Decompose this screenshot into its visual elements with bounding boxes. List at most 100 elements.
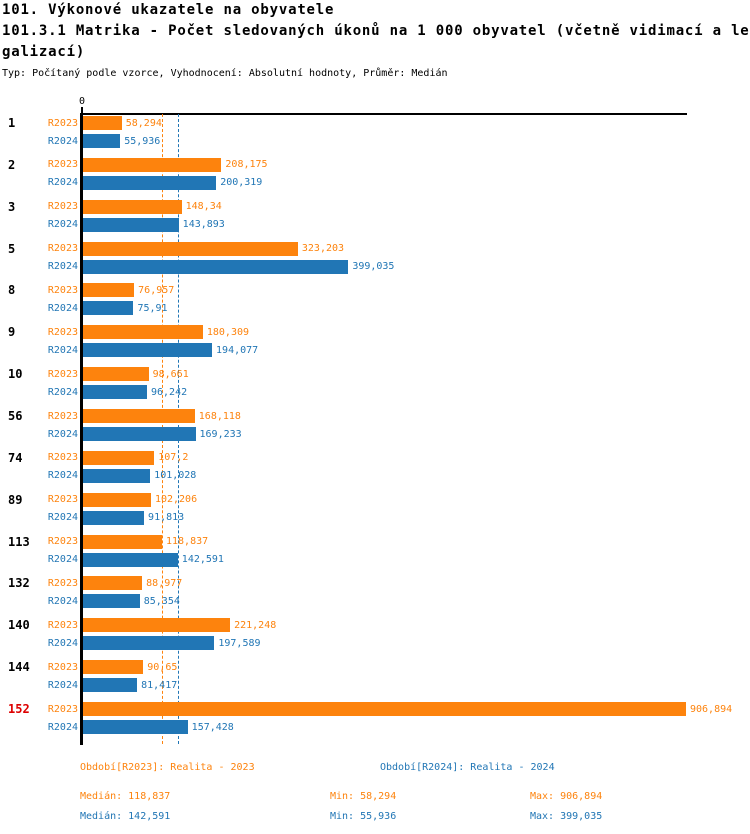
bar-row-r2024: R2024 194,077 <box>40 343 259 358</box>
category-label: 152 <box>8 702 30 717</box>
value-label-r2024: 197,589 <box>218 637 261 649</box>
series-label-r2024: R2024 <box>47 470 78 482</box>
value-label-r2024: 200,319 <box>220 177 263 189</box>
category-group: 8 R2023 76,957 R2024 75,91 <box>0 283 750 316</box>
category-label: 1 <box>8 116 16 130</box>
value-label-r2023: 148,34 <box>185 201 222 213</box>
bar-r2024 <box>83 134 121 148</box>
chart-title-line1: 101.3.1 Matrika - Počet sledovaných úkon… <box>2 23 750 39</box>
bar-row-r2024: R2024 101,028 <box>40 468 197 483</box>
category-group: 89 R2023 102,206 R2024 91,813 <box>0 492 750 525</box>
bar-r2024 <box>83 217 179 232</box>
series-label-r2023: R2023 <box>47 703 78 715</box>
bar-r2023 <box>83 576 143 591</box>
x-axis-line <box>81 113 687 115</box>
series-label-r2024: R2024 <box>47 135 78 147</box>
category-group: 56 R2023 168,118 R2024 169,233 <box>0 409 750 442</box>
category-label: 89 <box>8 492 23 507</box>
value-label-r2023: 323,203 <box>301 243 345 255</box>
bar-row-r2023: R2023 168,118 <box>40 409 241 424</box>
category-label: 132 <box>8 576 30 591</box>
value-label-r2024: 96,242 <box>150 386 188 398</box>
bar-row-r2023: R2023 323,203 <box>40 241 345 256</box>
stat-median-r2023: Medián: 118,837 <box>80 791 171 802</box>
series-label-r2024: R2024 <box>47 428 78 440</box>
bar-r2023 <box>83 241 298 256</box>
bar-r2023 <box>83 116 122 130</box>
series-label-r2024: R2024 <box>47 721 78 733</box>
bar-r2023 <box>83 409 195 424</box>
bar-row-r2023: R2023 90,65 <box>40 660 177 675</box>
value-label-r2023: 118,837 <box>166 536 209 548</box>
value-label-r2024: 101,028 <box>154 470 197 482</box>
value-label-r2023: 88,977 <box>146 577 183 589</box>
bar-row-r2023: R2023 58,294 <box>40 116 162 130</box>
category-group: 5 R2023 323,203 R2024 399,035 <box>0 241 750 274</box>
category-group: 2 R2023 208,175 R2024 200,319 <box>0 157 750 190</box>
category-label: 113 <box>8 534 30 549</box>
bar-row-r2023: R2023 118,837 <box>40 534 209 549</box>
bar-row-r2023: R2023 208,175 <box>40 157 268 172</box>
bar-r2024 <box>83 468 151 483</box>
series-label-r2023: R2023 <box>47 201 78 213</box>
bar-r2023 <box>83 702 686 717</box>
bar-row-r2024: R2024 143,893 <box>40 217 225 232</box>
series-label-r2024: R2024 <box>47 595 78 607</box>
bar-row-r2024: R2024 96,242 <box>40 385 188 400</box>
bar-row-r2023: R2023 180,309 <box>40 325 249 340</box>
series-label-r2023: R2023 <box>47 243 78 255</box>
legend-item-r2024: Období[R2024]: Realita - 2024 <box>380 762 555 773</box>
bar-row-r2023: R2023 98,661 <box>40 367 189 382</box>
category-group: 10 R2023 98,661 R2024 96,242 <box>0 367 750 400</box>
bar-row-r2023: R2023 76,957 <box>40 283 174 298</box>
stat-max-r2023: Max: 906,894 <box>530 791 603 802</box>
category-group: 140 R2023 221,248 R2024 197,589 <box>0 618 750 651</box>
legend-item-r2023: Období[R2023]: Realita - 2023 <box>80 762 255 773</box>
category-group: 132 R2023 88,977 R2024 85,354 <box>0 576 750 609</box>
bar-r2023 <box>83 618 231 633</box>
bar-r2024 <box>83 385 147 400</box>
category-label: 74 <box>8 450 23 465</box>
value-label-r2024: 194,077 <box>216 344 259 356</box>
bar-r2024 <box>83 343 213 358</box>
bar-r2023 <box>83 450 155 465</box>
chart-title-line2: galizací) <box>2 44 86 60</box>
series-label-r2024: R2024 <box>47 554 78 566</box>
series-label-r2024: R2024 <box>47 177 78 189</box>
series-label-r2023: R2023 <box>47 410 78 422</box>
category-label: 56 <box>8 409 23 424</box>
bar-row-r2024: R2024 200,319 <box>40 175 263 190</box>
value-label-r2024: 143,893 <box>182 219 225 231</box>
bar-r2023 <box>83 660 144 675</box>
y-axis-line <box>80 113 83 745</box>
bar-r2023 <box>83 325 203 340</box>
series-label-r2023: R2023 <box>47 452 78 464</box>
bar-r2023 <box>83 367 149 382</box>
series-label-r2024: R2024 <box>47 679 78 691</box>
category-label: 140 <box>8 618 30 633</box>
stat-median-r2024: Medián: 142,591 <box>80 811 171 822</box>
series-label-r2023: R2023 <box>47 326 78 338</box>
x-axis-zero-tick <box>81 107 83 114</box>
series-label-r2023: R2023 <box>47 577 78 589</box>
series-label-r2023: R2023 <box>47 284 78 296</box>
bar-row-r2024: R2024 157,428 <box>40 720 234 735</box>
series-label-r2024: R2024 <box>47 386 78 398</box>
value-label-r2024: 55,936 <box>124 135 161 147</box>
value-label-r2024: 399,035 <box>352 261 395 273</box>
bar-r2023 <box>83 534 162 549</box>
category-label: 2 <box>8 157 16 172</box>
series-label-r2023: R2023 <box>47 619 78 631</box>
category-label: 5 <box>8 241 16 256</box>
series-label-r2024: R2024 <box>47 219 78 231</box>
bar-row-r2024: R2024 91,813 <box>40 510 184 525</box>
bar-r2023 <box>83 283 135 298</box>
value-label-r2023: 102,206 <box>154 494 198 506</box>
stat-min-r2023: Min: 58,294 <box>330 791 397 802</box>
category-label: 9 <box>8 325 16 340</box>
series-label-r2024: R2024 <box>47 261 78 273</box>
bar-r2023 <box>83 157 222 172</box>
bar-row-r2024: R2024 169,233 <box>40 427 242 442</box>
category-group: 144 R2023 90,65 R2024 81,417 <box>0 660 750 693</box>
series-label-r2023: R2023 <box>47 159 78 171</box>
